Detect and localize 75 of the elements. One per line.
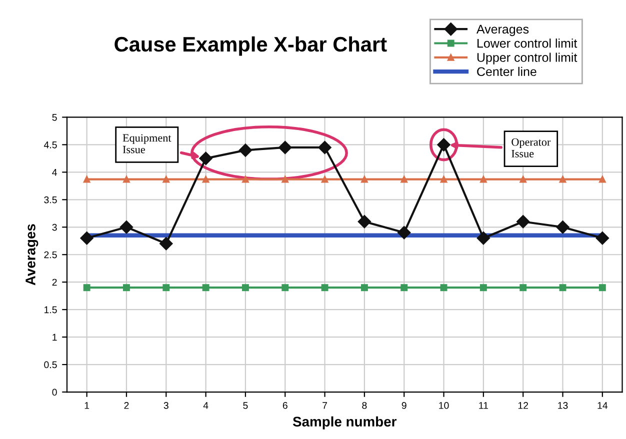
y-tick-label: 2	[52, 278, 57, 286]
point	[556, 220, 570, 234]
y-tick-label: 0.5	[44, 361, 57, 368]
x-tick-label: 4	[203, 402, 208, 409]
point	[598, 176, 606, 183]
point	[398, 226, 411, 240]
point	[360, 176, 368, 183]
annotation: Equipment Issue	[122, 134, 172, 154]
point	[83, 284, 90, 292]
point	[199, 152, 212, 166]
y-tick-label: 3	[52, 224, 57, 231]
point	[520, 176, 527, 183]
point	[160, 237, 173, 250]
point	[120, 220, 134, 234]
point	[238, 144, 252, 157]
point	[123, 176, 130, 183]
point	[282, 284, 289, 292]
legend-label: Center line	[477, 66, 536, 76]
y-tick-label: 1	[52, 334, 57, 341]
point	[242, 284, 249, 292]
point	[321, 176, 328, 183]
annotation: Operator Issue	[512, 138, 551, 158]
legend-label: Averages	[476, 24, 529, 36]
point	[520, 284, 527, 292]
point	[202, 176, 210, 183]
point	[598, 284, 606, 292]
x-tick-label: 13	[558, 402, 568, 409]
point	[282, 176, 289, 183]
point	[559, 176, 566, 183]
chart-title: Cause Example X-bar Chart	[114, 36, 387, 56]
point	[360, 284, 368, 292]
point	[318, 140, 332, 154]
x-tick-label: 12	[518, 402, 528, 409]
point	[358, 215, 372, 228]
point	[440, 176, 448, 183]
y-tick-label: 4	[52, 169, 57, 176]
y-tick-label: 5	[52, 114, 57, 121]
point	[559, 284, 566, 292]
legend-label: Upper control limit	[477, 52, 578, 64]
point	[480, 176, 487, 183]
point	[596, 232, 609, 245]
point	[80, 232, 94, 245]
x-tick-label: 6	[282, 402, 288, 409]
x-tick-label: 14	[598, 402, 608, 409]
point	[202, 284, 210, 292]
y-tick-label: 2.5	[44, 251, 57, 258]
x-tick-label: 1	[84, 402, 90, 409]
x-tick-label: 2	[124, 402, 129, 409]
y-tick-label: 4.5	[44, 142, 57, 148]
y-axis-title: Averages	[26, 224, 38, 286]
x-tick-label: 10	[439, 402, 449, 409]
x-tick-label: 7	[322, 402, 327, 409]
y-tick-label: 0	[52, 388, 57, 396]
y-tick-label: 1.5	[44, 306, 57, 314]
x-tick-label: 5	[243, 402, 248, 409]
point	[516, 215, 530, 228]
x-axis-title: Sample number	[292, 416, 396, 430]
point	[480, 284, 487, 292]
point	[278, 140, 292, 154]
x-tick-label: 8	[362, 402, 367, 409]
point	[321, 284, 328, 292]
point	[162, 284, 170, 292]
point	[242, 176, 249, 183]
x-tick-label: 9	[402, 402, 406, 409]
point	[83, 176, 90, 183]
point	[400, 284, 408, 292]
point	[123, 284, 130, 292]
legend-label: Lower control limit	[477, 38, 578, 48]
x-tick-label: 3	[164, 402, 168, 409]
point	[440, 284, 448, 292]
y-tick-label: 3.5	[44, 196, 57, 204]
point	[476, 232, 490, 245]
point	[400, 176, 408, 183]
x-tick-label: 11	[479, 402, 488, 409]
point	[162, 176, 170, 183]
